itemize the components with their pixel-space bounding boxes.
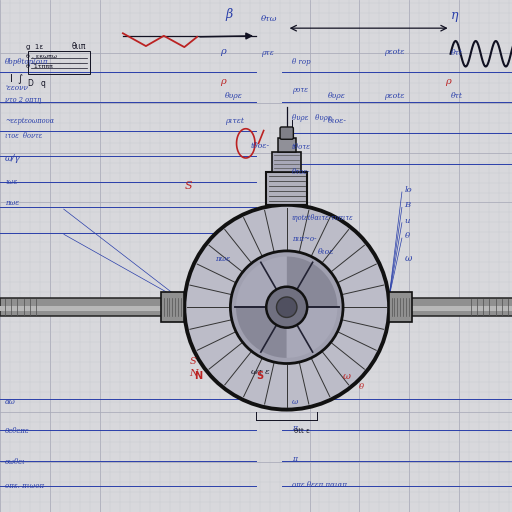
Wedge shape	[287, 307, 337, 358]
Text: ρεοtε: ρεοtε	[384, 48, 404, 56]
Text: ω: ω	[404, 254, 412, 263]
Circle shape	[276, 297, 297, 317]
Text: S: S	[189, 356, 196, 366]
Text: lo: lo	[404, 186, 412, 194]
Text: ~εεptεοωπουα: ~εεptεοωπουα	[5, 117, 54, 125]
Text: θbpθtop(οιπ: θbpθtop(οιπ	[5, 58, 49, 66]
Text: tθοτε: tθοτε	[292, 142, 311, 151]
FancyBboxPatch shape	[161, 292, 184, 323]
Text: ιτοε  θοντε: ιτοε θοντε	[5, 132, 42, 140]
Text: π: π	[292, 424, 297, 432]
Text: θτt: θτt	[451, 92, 462, 100]
Text: π: π	[292, 455, 297, 463]
Text: I: I	[10, 74, 13, 84]
Text: θτοε-: θτοε-	[292, 168, 310, 176]
Text: ρ: ρ	[445, 77, 451, 87]
Text: ω: ω	[292, 398, 298, 407]
Text: ρεοtε: ρεοtε	[384, 92, 404, 100]
Text: ντο 2 οπτη: ντο 2 οπτη	[5, 96, 41, 104]
Text: 0εθεπε: 0εθεπε	[5, 426, 30, 435]
Text: ρ: ρ	[220, 77, 226, 87]
Wedge shape	[236, 257, 287, 307]
Text: N: N	[195, 371, 203, 381]
Text: θ rop: θ rop	[292, 58, 310, 66]
Text: g  1ε: g 1ε	[26, 44, 43, 50]
FancyBboxPatch shape	[389, 292, 412, 323]
Text: ιηοtεtθαιτε-τυπιτε: ιηοtεtθαιτε-τυπιτε	[292, 214, 353, 222]
Text: θυρε: θυρε	[225, 92, 243, 100]
Text: B: B	[404, 201, 411, 209]
Text: ρ: ρ	[220, 47, 226, 56]
Text: ιωε: ιωε	[5, 178, 17, 186]
Text: ωτ ε: ωτ ε	[251, 368, 269, 376]
FancyBboxPatch shape	[272, 152, 301, 172]
Text: οπε θεεπ παιαπ: οπε θεεπ παιαπ	[292, 480, 347, 488]
Text: ω/γ: ω/γ	[5, 154, 21, 163]
Text: tθοε-: tθοε-	[251, 142, 270, 151]
Text: θτω: θτω	[261, 14, 278, 23]
Text: οπε. πιωοπ: οπε. πιωοπ	[5, 481, 44, 489]
Text: β: β	[225, 8, 232, 21]
Text: θtt ε: θtt ε	[294, 428, 310, 434]
Text: ροτε: ροτε	[292, 86, 308, 94]
Text: ρτε: ρτε	[261, 49, 274, 57]
Circle shape	[230, 251, 343, 364]
Text: N: N	[189, 369, 198, 378]
Text: οωθει: οωθει	[5, 457, 26, 465]
Circle shape	[266, 287, 307, 328]
Text: θυρε   θυρε: θυρε θυρε	[292, 114, 331, 122]
Text: θιοε: θιοε	[317, 247, 334, 255]
Text: D   q: D q	[28, 79, 46, 88]
FancyBboxPatch shape	[0, 298, 512, 316]
Text: S: S	[184, 181, 192, 191]
Text: πιπ~ο-: πιπ~ο-	[292, 234, 316, 243]
Text: θ . εκωπω: θ . εκωπω	[26, 54, 57, 59]
Text: 'εεονν: 'εεονν	[5, 83, 28, 92]
Text: θιοε-: θιοε-	[328, 117, 347, 125]
Text: u: u	[404, 217, 410, 225]
Text: θ: θ	[404, 232, 410, 240]
Circle shape	[184, 205, 389, 410]
Text: S: S	[256, 371, 263, 381]
Text: θ  1τπππ: θ 1τπππ	[26, 63, 52, 69]
FancyBboxPatch shape	[278, 138, 296, 152]
Text: ω: ω	[343, 372, 351, 381]
Text: η: η	[451, 9, 458, 23]
Text: ριτεt: ριτεt	[225, 117, 244, 125]
Text: θιιπ: θιιπ	[72, 41, 86, 51]
FancyBboxPatch shape	[0, 306, 512, 311]
Wedge shape	[287, 257, 337, 307]
FancyBboxPatch shape	[266, 172, 307, 205]
FancyBboxPatch shape	[280, 127, 293, 139]
Text: ∫: ∫	[18, 74, 23, 84]
Text: θυρε: θυρε	[328, 92, 346, 100]
Text: αω: αω	[5, 398, 16, 407]
Text: θτt: θτt	[451, 49, 462, 57]
Text: πωε: πωε	[215, 255, 230, 263]
Text: πωε: πωε	[5, 199, 19, 207]
Text: θ: θ	[358, 383, 364, 391]
Wedge shape	[236, 307, 287, 358]
